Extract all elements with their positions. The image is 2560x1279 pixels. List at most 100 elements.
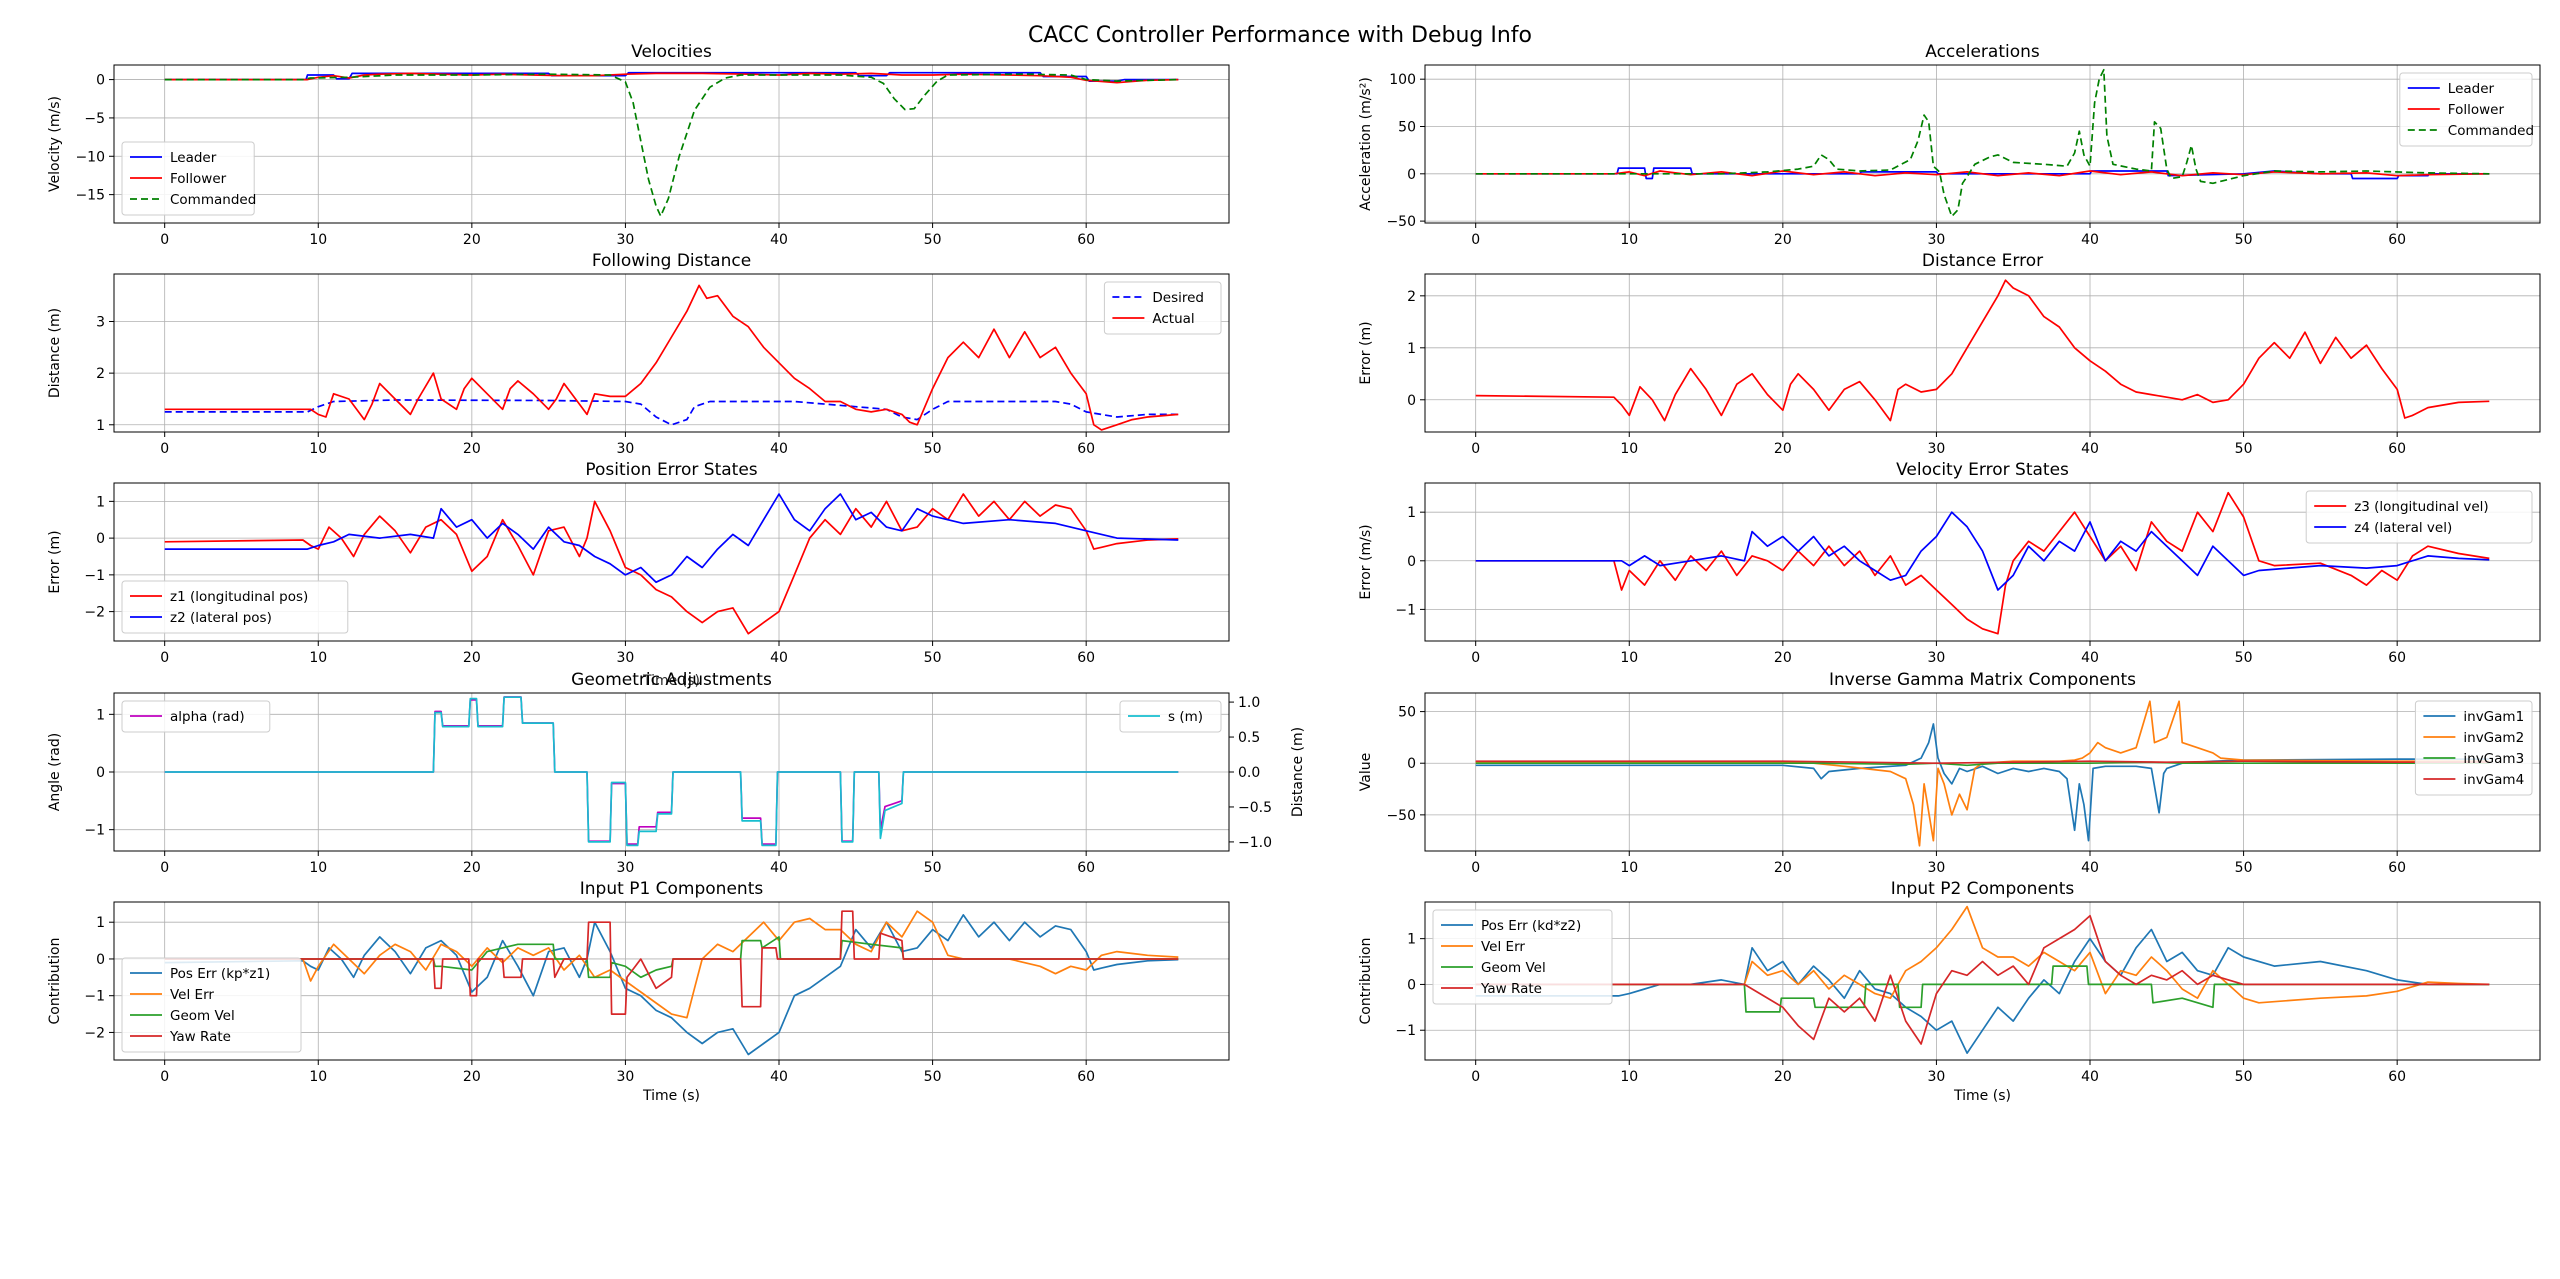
y-tick-label: 0: [96, 531, 105, 547]
legend-entry: Commanded: [2448, 123, 2534, 139]
y-tick-label: 100: [1389, 72, 1416, 88]
series-line-commanded: [164, 73, 1179, 217]
x-tick-label: 40: [2081, 232, 2099, 248]
x-tick-label: 30: [617, 860, 635, 876]
x-tick-label: 50: [2235, 1069, 2253, 1085]
plot-frame: [1424, 273, 2541, 433]
plot-frame: [1424, 482, 2541, 642]
y-tick-label: −50: [1386, 808, 1416, 824]
y-axis-label: Angle (rad): [47, 733, 63, 811]
x-tick-label: 50: [924, 441, 942, 457]
legend-entry: z4 (lateral vel): [2354, 520, 2452, 536]
x-tick-label: 10: [1620, 860, 1638, 876]
legend-entry: Leader: [170, 150, 217, 166]
y-right-tick-label: −0.5: [1238, 800, 1272, 816]
y-axis-label: Acceleration (m/s²): [1358, 77, 1374, 211]
legend-entry: invGam1: [2463, 709, 2524, 725]
plot-frame: [113, 901, 1230, 1061]
legend: Desired Actual: [1103, 281, 1222, 335]
y-tick-label: 50: [1398, 705, 1416, 721]
y-tick-label: 1: [96, 494, 105, 510]
y-tick-label: −2: [84, 1025, 105, 1041]
y-tick-label: 0: [1407, 756, 1416, 772]
y-tick-label: −1: [84, 989, 105, 1005]
panel-title: Velocities: [631, 42, 712, 62]
y-tick-label: 1: [96, 418, 105, 434]
x-tick-label: 0: [1471, 232, 1480, 248]
y-tick-label: 0: [96, 952, 105, 968]
panel-title: Input P2 Components: [1891, 879, 2075, 899]
x-tick-label: 20: [1774, 441, 1792, 457]
x-tick-label: 10: [1620, 1069, 1638, 1085]
series-line-invgam2: [1475, 700, 2490, 847]
y-right-tick-label: −1.0: [1238, 835, 1272, 851]
y-axis-label: Error (m): [47, 530, 63, 593]
legend-box: [121, 141, 255, 216]
y-tick-label: −10: [75, 149, 105, 165]
x-tick-label: 40: [2081, 860, 2099, 876]
x-tick-label: 10: [1620, 441, 1638, 457]
y-tick-label: 1: [96, 915, 105, 931]
legend: Leader Follower Commanded: [2399, 72, 2534, 147]
legend-entry: z1 (longitudinal pos): [170, 589, 308, 605]
series-line-actual: [164, 284, 1179, 431]
x-tick-label: 60: [1077, 1069, 1095, 1085]
x-tick-label: 20: [463, 232, 481, 248]
legend-box: [1432, 909, 1613, 1005]
panel-title: Input P1 Components: [580, 879, 764, 899]
x-tick-label: 10: [309, 441, 327, 457]
legend-entry: invGam3: [2463, 751, 2524, 767]
series-line-follower: [1475, 170, 2490, 177]
plot-frame: [113, 482, 1230, 642]
x-tick-label: 0: [1471, 441, 1480, 457]
legend: Leader Follower Commanded: [121, 141, 256, 216]
y-axis-label: Velocity (m/s): [47, 96, 63, 192]
x-axis-label: Time (s): [642, 1088, 700, 1104]
x-tick-label: 30: [1928, 650, 1946, 666]
series-line-invgam4: [1475, 760, 2490, 765]
legend-entry: Yaw Rate: [169, 1029, 231, 1045]
x-tick-label: 0: [160, 860, 169, 876]
y-tick-label: −5: [84, 111, 105, 127]
series-line-yaw-rate: [164, 910, 1179, 1015]
x-tick-label: 10: [309, 232, 327, 248]
y-tick-label: 0: [96, 765, 105, 781]
legend: z1 (longitudinal pos) z2 (lateral pos): [121, 580, 349, 634]
panel-title: Position Error States: [585, 460, 757, 480]
legend: Pos Err (kp*z1) Vel Err Geom Vel Yaw Rate: [121, 957, 302, 1053]
legend-box: [2414, 700, 2533, 796]
series-line-follower: [164, 72, 1179, 84]
y-tick-label: 0: [1407, 393, 1416, 409]
x-tick-label: 50: [2235, 860, 2253, 876]
y-tick-label: 2: [96, 366, 105, 382]
x-tick-label: 60: [2388, 1069, 2406, 1085]
legend-box: [121, 957, 302, 1053]
y-tick-label: −1: [84, 823, 105, 839]
y-tick-label: −50: [1386, 214, 1416, 230]
x-tick-label: 50: [924, 860, 942, 876]
x-tick-label: 0: [1471, 1069, 1480, 1085]
x-tick-label: 20: [463, 1069, 481, 1085]
y-tick-label: −2: [84, 605, 105, 621]
series-line-geom-vel: [1475, 965, 2490, 1013]
x-tick-label: 50: [924, 232, 942, 248]
y-axis-label: Contribution: [1358, 938, 1374, 1025]
x-tick-label: 10: [1620, 232, 1638, 248]
x-tick-label: 30: [1928, 441, 1946, 457]
plot-frame: [113, 64, 1230, 224]
y-tick-label: 0: [1407, 554, 1416, 570]
panel-title: Accelerations: [1925, 42, 2040, 62]
chart-inverse-gamma: 0 10 20 30 40 50 60 50 0 −50 Inverse Gamma Matrix …: [1358, 670, 2541, 876]
legend-box: [121, 580, 349, 634]
legend-entry: Vel Err: [1481, 939, 1525, 955]
x-tick-label: 30: [617, 1069, 635, 1085]
y-tick-label: 50: [1398, 119, 1416, 135]
plot-frame: [1424, 901, 2541, 1061]
x-tick-label: 60: [2388, 441, 2406, 457]
x-tick-label: 30: [1928, 1069, 1946, 1085]
x-tick-label: 60: [2388, 650, 2406, 666]
series-line-desired: [164, 399, 1179, 426]
plot-frame: [1424, 64, 2541, 224]
x-tick-label: 10: [309, 860, 327, 876]
